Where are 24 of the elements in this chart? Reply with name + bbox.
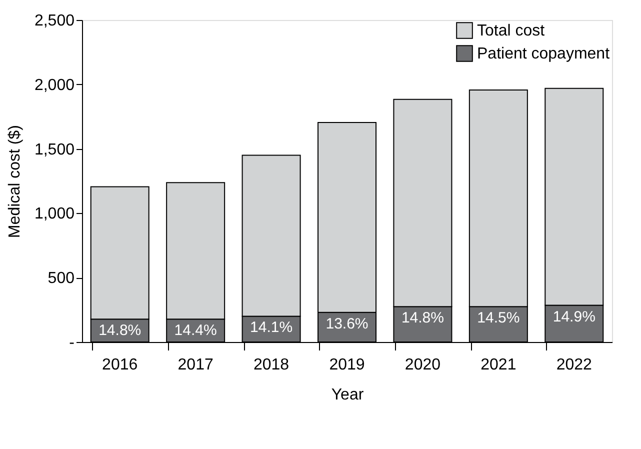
annotation: 14.4%	[174, 322, 217, 340]
annotation: 14.8%	[401, 310, 444, 327]
y-tick-label: 1,500	[34, 141, 75, 158]
annotation: 14.9%	[552, 308, 596, 326]
x-tick-label: 2017	[178, 356, 214, 374]
y-tick-label: 2,500	[34, 12, 75, 30]
x-axis-title: Year	[331, 386, 364, 404]
x-tick-label: 2021	[480, 356, 516, 374]
annotation: 14.5%	[477, 310, 520, 327]
x-tick-label: 2019	[329, 356, 365, 374]
x-tick-label: 2018	[253, 356, 290, 374]
x-tick-label: 2016	[102, 356, 138, 374]
annotation: 14.8%	[98, 322, 142, 340]
x-tick-label: 2022	[556, 356, 592, 374]
y-tick-label: 2,000	[34, 76, 75, 94]
x-tick-label: 2020	[404, 356, 441, 374]
legend-label: Total cost	[477, 22, 546, 40]
annotation: 14.1%	[250, 319, 293, 336]
y-tick-label: 500	[48, 270, 75, 288]
legend-label: Patient copayment	[477, 46, 610, 62]
annotation: 13.6%	[326, 315, 368, 332]
y-tick-label: 1,000	[34, 206, 75, 223]
y-tick-label: -	[69, 334, 74, 352]
y-axis-title: Medical cost ($)	[6, 125, 24, 238]
